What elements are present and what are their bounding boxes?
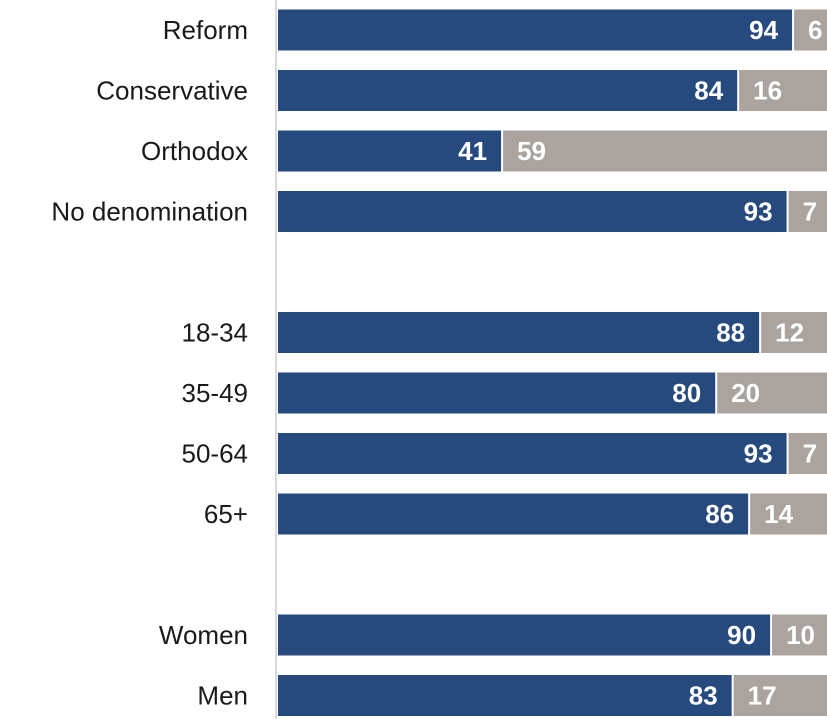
bar-orthodox-segment-2 xyxy=(503,130,827,172)
value-label-65-segment-2: 14 xyxy=(764,499,793,529)
bar-18-34-segment-2 xyxy=(761,312,827,353)
value-label-35-49-segment-2: 20 xyxy=(731,378,760,408)
bar-65-segment-2 xyxy=(750,493,827,535)
value-label-18-34-segment-1: 88 xyxy=(716,318,745,348)
bar-18-34-segment-1 xyxy=(278,312,760,353)
category-label-women: Women xyxy=(159,620,248,650)
value-label-conservative-segment-1: 84 xyxy=(694,76,723,106)
value-label-reform-segment-2: 6 xyxy=(808,15,822,45)
category-label-no-denomination: No denomination xyxy=(51,197,248,227)
bar-reform-segment-1 xyxy=(278,9,793,51)
category-label-35-49: 35-49 xyxy=(182,378,249,408)
value-label-women-segment-2: 10 xyxy=(786,620,815,650)
bar-women-segment-1 xyxy=(278,614,771,656)
bar-women-segment-2 xyxy=(772,614,827,656)
label-layer: Reform 94 6 Conservative 84 16 Orthodox 41 59 No … xyxy=(51,15,822,711)
value-label-no-denomination-segment-1: 93 xyxy=(744,197,773,227)
value-label-orthodox-segment-1: 41 xyxy=(458,136,487,166)
bar-no-denomination-segment-2 xyxy=(788,191,827,232)
value-label-18-34-segment-2: 12 xyxy=(775,318,804,348)
bar-50-64-segment-1 xyxy=(278,433,787,474)
value-label-35-49-segment-1: 80 xyxy=(672,378,701,408)
category-label-men: Men xyxy=(197,681,248,711)
value-label-conservative-segment-2: 16 xyxy=(753,76,782,106)
bar-layer xyxy=(278,9,827,716)
value-label-50-64-segment-2: 7 xyxy=(803,439,817,469)
category-label-reform: Reform xyxy=(163,15,248,45)
bar-reform-segment-2 xyxy=(794,9,827,51)
value-label-50-64-segment-1: 93 xyxy=(744,439,773,469)
category-label-18-34: 18-34 xyxy=(182,318,249,348)
value-label-no-denomination-segment-2: 7 xyxy=(803,197,817,227)
bar-orthodox-segment-1 xyxy=(278,130,502,172)
category-label-50-64: 50-64 xyxy=(182,439,249,469)
bar-65-segment-1 xyxy=(278,493,749,535)
category-label-65: 65+ xyxy=(204,499,248,529)
bar-men-segment-2 xyxy=(733,675,827,716)
bar-conservative-segment-1 xyxy=(278,70,738,111)
bar-men-segment-1 xyxy=(278,675,732,716)
value-label-orthodox-segment-2: 59 xyxy=(517,136,546,166)
bar-50-64-segment-2 xyxy=(788,433,827,474)
category-label-conservative: Conservative xyxy=(96,76,248,106)
value-label-men-segment-2: 17 xyxy=(748,681,777,711)
category-label-orthodox: Orthodox xyxy=(141,136,248,166)
bar-35-49-segment-1 xyxy=(278,372,716,414)
bar-35-49-segment-2 xyxy=(717,372,827,414)
value-label-men-segment-1: 83 xyxy=(689,681,718,711)
value-label-65-segment-1: 86 xyxy=(705,499,734,529)
bar-conservative-segment-2 xyxy=(739,70,827,111)
bar-no-denomination-segment-1 xyxy=(278,191,787,232)
value-label-women-segment-1: 90 xyxy=(727,620,756,650)
value-label-reform-segment-1: 94 xyxy=(749,15,778,45)
